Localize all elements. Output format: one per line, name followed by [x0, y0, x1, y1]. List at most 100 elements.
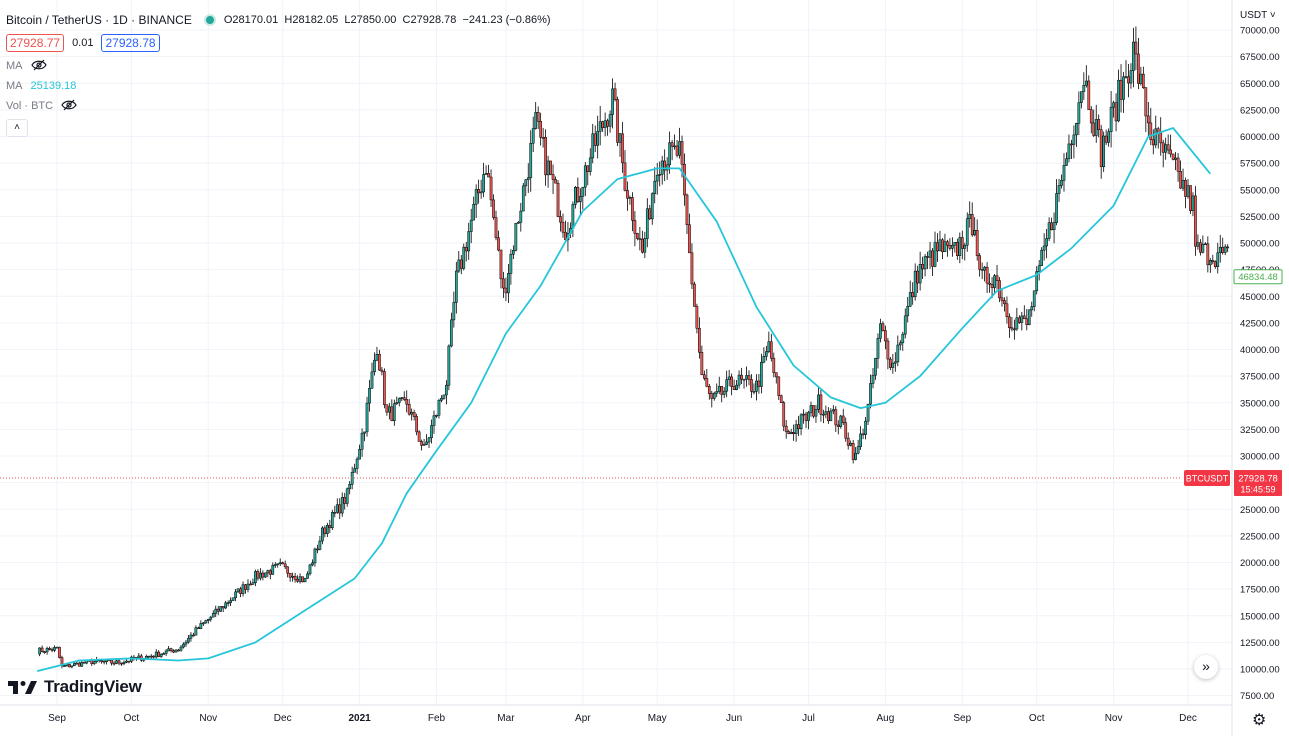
candle-up	[1186, 185, 1190, 197]
candle-down	[1010, 327, 1014, 330]
candle-down	[559, 216, 562, 223]
candle-down	[1134, 41, 1138, 55]
candle-up	[893, 361, 897, 364]
candle-down	[683, 163, 686, 196]
candle-up	[645, 208, 649, 239]
candle-down	[383, 371, 386, 405]
indicator-row-ma-2[interactable]: MA 25139.18	[6, 76, 551, 96]
scroll-to-realtime-button[interactable]: »	[1194, 655, 1218, 679]
candle-down	[402, 397, 406, 400]
candle-down	[1166, 144, 1170, 151]
candle-up	[673, 145, 676, 148]
price-tick-label: 25000.00	[1240, 505, 1280, 516]
candle-up	[194, 627, 198, 636]
symbol-title[interactable]: Bitcoin / TetherUS · 1D · BINANCE	[6, 13, 192, 27]
time-tick-label: 2021	[348, 713, 371, 724]
candle-down	[946, 241, 949, 246]
candle-up	[241, 584, 245, 594]
candle-up	[469, 219, 473, 232]
candle-up	[462, 246, 466, 269]
candle-up	[717, 386, 721, 392]
candle-up	[973, 230, 977, 236]
indicator-row-volume[interactable]: Vol · BTC	[6, 96, 551, 116]
indicator-row-ma-1[interactable]: MA	[6, 56, 551, 76]
candle-up	[1107, 131, 1110, 143]
eye-hidden-icon[interactable]	[30, 59, 47, 74]
candle-down	[787, 431, 791, 434]
candle-down	[1206, 243, 1210, 266]
candle-down	[1149, 122, 1153, 141]
candle-down	[1003, 300, 1006, 305]
buy-price-button[interactable]: 27928.78	[101, 34, 160, 52]
candle-up	[1216, 252, 1220, 267]
candle-down	[777, 376, 781, 396]
candle-up	[859, 433, 862, 447]
candle-down	[1184, 180, 1187, 197]
candle-up	[201, 622, 205, 625]
candle-up	[583, 165, 587, 188]
candle-up	[400, 397, 404, 399]
candle-up	[507, 273, 510, 294]
last-price-label: 27928.78	[1238, 474, 1278, 485]
eye-hidden-icon[interactable]	[61, 99, 77, 114]
candle-up	[814, 409, 818, 417]
candle-down	[769, 341, 773, 359]
candle-up	[430, 425, 433, 439]
chevron-up-icon[interactable]: ˄	[6, 119, 28, 137]
candle-up	[266, 570, 270, 574]
candle-down	[720, 386, 724, 395]
candle-up	[454, 270, 458, 303]
candle-up	[246, 583, 250, 590]
candle-up	[189, 634, 193, 639]
sell-price-button[interactable]: 27928.77	[6, 34, 65, 52]
candle-up	[735, 384, 738, 390]
candle-up	[355, 458, 359, 469]
candle-down	[841, 415, 845, 423]
candle-up	[898, 342, 902, 346]
candle-up	[211, 613, 215, 618]
candle-up	[891, 362, 895, 368]
candle-up	[184, 641, 188, 645]
candle-up	[628, 197, 632, 199]
candle-up	[938, 239, 942, 252]
candle-up	[224, 602, 228, 609]
candle-up	[869, 383, 872, 405]
candle-down	[551, 174, 555, 180]
candle-up	[452, 302, 456, 321]
candle-down	[1151, 139, 1155, 146]
candle-down	[978, 255, 982, 270]
time-axis[interactable]: Sep Oct Nov Dec 2021 Feb Mar Apr May Jun Jul Aug Sep…	[48, 713, 1197, 724]
candle-down	[1097, 119, 1101, 130]
candle-up	[603, 120, 607, 128]
candle-down	[343, 497, 347, 504]
candle-up	[345, 488, 349, 504]
candle-up	[1112, 102, 1115, 108]
candle-up	[348, 484, 352, 490]
candle-up	[993, 275, 996, 288]
candle-down	[834, 409, 838, 426]
candle-down	[1025, 318, 1029, 326]
price-axis[interactable]: 70000.00 67500.00 65000.00 62500.00 60000.00…	[1240, 26, 1280, 703]
candle-down	[747, 375, 751, 380]
candle-down	[412, 412, 416, 417]
candle-up	[722, 390, 726, 395]
candle-up	[1124, 76, 1128, 78]
currency-selector[interactable]: USDT ˅	[1240, 10, 1276, 21]
candle-up	[963, 244, 967, 249]
price-tick-label: 42500.00	[1240, 318, 1280, 329]
candle-down	[1008, 316, 1011, 328]
candle-down	[836, 424, 840, 427]
countdown-label: 15:45:59	[1240, 485, 1275, 495]
candle-up	[259, 572, 262, 579]
gear-icon[interactable]: ⚙	[1252, 712, 1267, 729]
candle-down	[685, 194, 689, 225]
candle-up	[1015, 317, 1019, 330]
candle-up	[849, 443, 853, 446]
candle-up	[831, 409, 835, 412]
open-label: O	[223, 14, 233, 26]
candle-up	[234, 591, 237, 599]
candle-down	[43, 651, 46, 653]
tradingview-logo[interactable]: TradingView	[8, 677, 142, 697]
